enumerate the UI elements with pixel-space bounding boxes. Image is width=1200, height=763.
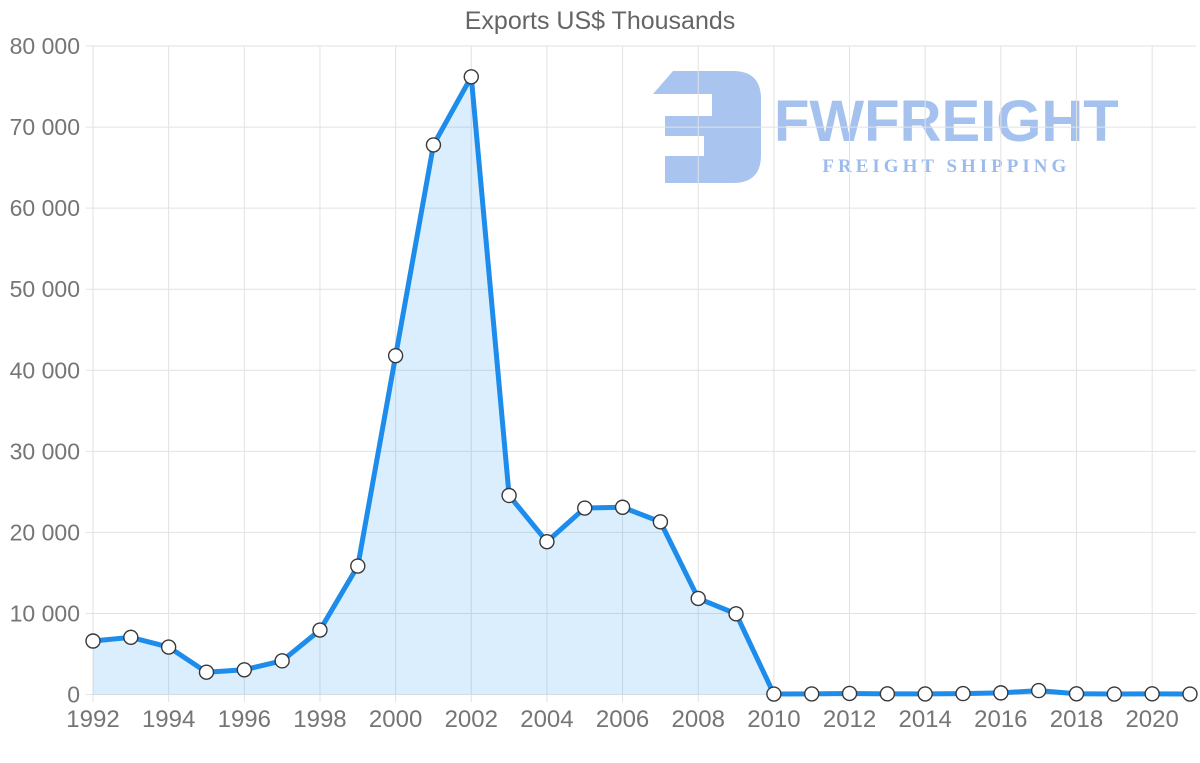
data-point-2014 [917, 686, 933, 702]
data-point-2017 [1030, 682, 1047, 699]
data-point-2019 [1106, 686, 1123, 702]
data-point-2000 [387, 347, 404, 364]
y-axis-tick-label-70000: 70 000 [10, 114, 80, 140]
data-point-2005 [577, 500, 593, 516]
watermark-brand-text: FWFREIGHT [774, 89, 1119, 154]
y-axis-tick-label-10000: 10 000 [10, 600, 80, 626]
data-point-2015 [955, 685, 971, 702]
data-point-1997 [274, 653, 290, 669]
x-axis-tick-label-2010: 2010 [747, 706, 800, 733]
y-axis-tick-label-60000: 60 000 [10, 195, 80, 221]
data-point-2013 [879, 686, 896, 702]
x-axis-tick-label-2000: 2000 [369, 706, 422, 733]
data-point-2016 [993, 685, 1009, 701]
x-axis-tick-label-2020: 2020 [1125, 706, 1178, 733]
y-axis-tick-label-50000: 50 000 [10, 276, 80, 302]
y-axis-tick-label-30000: 30 000 [10, 438, 80, 464]
data-point-2021 [1182, 686, 1198, 702]
data-point-1998 [312, 622, 328, 638]
data-point-2020 [1144, 686, 1160, 702]
data-point-2018 [1068, 686, 1085, 702]
watermark: FWFREIGHT FREIGHT SHIPPING [647, 71, 1119, 183]
data-point-1994 [160, 639, 177, 655]
data-point-2007 [652, 514, 669, 530]
chart-title: Exports US$ Thousands [464, 7, 736, 35]
x-axis-tick-label-2006: 2006 [596, 706, 649, 733]
data-point-1993 [123, 629, 139, 646]
y-axis-tick-label-20000: 20 000 [10, 519, 80, 545]
data-point-2001 [425, 137, 442, 153]
x-axis-tick-label-1998: 1998 [293, 706, 346, 733]
x-axis-tick-label-2016: 2016 [974, 706, 1027, 733]
data-point-2010 [766, 686, 782, 702]
x-axis-tick-label-1996: 1996 [218, 706, 271, 733]
watermark-text-block: FWFREIGHT FREIGHT SHIPPING [774, 92, 1119, 178]
x-axis-tick-label-2012: 2012 [823, 706, 876, 733]
data-point-2009 [728, 606, 744, 622]
data-point-2003 [501, 487, 517, 504]
data-point-2006 [614, 499, 631, 515]
data-point-1992 [85, 633, 101, 649]
x-axis-tick-label-1992: 1992 [66, 706, 119, 733]
data-point-1996 [236, 662, 253, 678]
data-point-2002 [463, 69, 479, 85]
x-axis-tick-label-2002: 2002 [445, 706, 498, 733]
y-axis-tick-label-0: 0 [67, 682, 80, 708]
data-point-2008 [690, 590, 706, 607]
data-point-2012 [841, 685, 858, 702]
y-axis-tick-label-40000: 40 000 [10, 357, 80, 383]
x-axis-tick-label-2008: 2008 [672, 706, 725, 733]
series-area-fill [93, 76, 1190, 695]
x-axis-tick-label-2004: 2004 [520, 706, 573, 733]
data-point-1995 [198, 664, 215, 680]
data-point-1999 [350, 558, 366, 574]
data-point-2004 [539, 533, 555, 550]
data-point-2011 [804, 686, 820, 702]
x-axis-tick-label-2018: 2018 [1050, 706, 1103, 733]
watermark-tagline-text: FREIGHT SHIPPING [822, 156, 1071, 177]
x-axis-tick-label-2014: 2014 [898, 706, 951, 733]
y-axis-tick-label-80000: 80 000 [10, 33, 80, 59]
x-axis-tick-label-1994: 1994 [142, 706, 195, 733]
